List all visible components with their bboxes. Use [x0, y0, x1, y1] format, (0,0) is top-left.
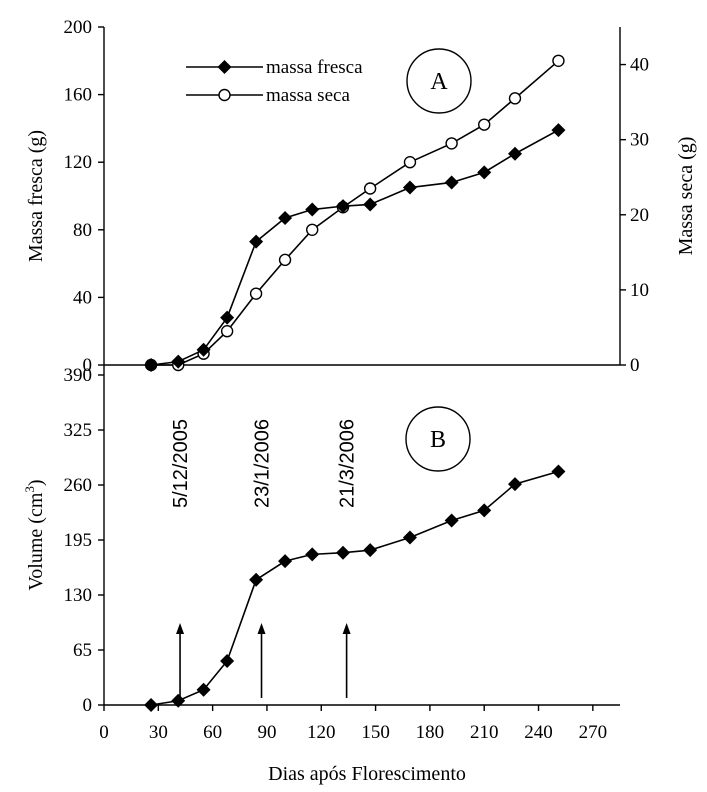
date-arrow-head	[176, 623, 185, 634]
series-massa-fresca-point	[196, 342, 211, 357]
series-volume-point	[305, 547, 320, 562]
legend-label-massa-fresca: massa fresca	[266, 57, 363, 78]
ticks-layer: 0 40 80 120 160 200 0 10 20 30 40 0 65 130 195 260 325 39…	[64, 17, 650, 743]
x-axis-tick-label: 240	[524, 722, 553, 743]
panel-b-y-tick-label: 325	[64, 420, 93, 441]
x-axis-tick-label: 30	[149, 722, 168, 743]
series-volume-point	[196, 682, 211, 697]
series-volume-point	[335, 545, 350, 560]
series-massa-fresca-point	[363, 197, 378, 212]
panel-a-left-tick-label: 0	[83, 355, 93, 376]
x-axis-tick-label: 180	[416, 722, 445, 743]
series-volume-point	[402, 530, 417, 545]
panel-b-y-tick-label: 260	[64, 475, 93, 496]
volume-label-suffix: )	[25, 479, 47, 486]
panel-b-y-tick-label: 0	[83, 695, 93, 716]
legend-marker-massa-seca	[218, 88, 231, 102]
volume-label-prefix: Volume (cm	[25, 492, 47, 590]
series-volume-point	[171, 693, 186, 708]
series-massa-fresca-point	[477, 165, 492, 180]
panel-b-y-tick-label: 130	[64, 585, 93, 606]
x-axis-tick-label: 60	[203, 722, 222, 743]
series-massa-seca-point	[363, 182, 377, 195]
series-massa-fresca-point	[144, 358, 159, 372]
series-massa-seca-point	[445, 137, 458, 150]
panel-label-b-circle	[405, 406, 471, 472]
panel-a-right-tick-label: 0	[630, 355, 640, 376]
series-volume-point	[477, 503, 492, 518]
legend-label-massa-seca: massa seca	[266, 85, 350, 106]
panel-a-right-tick-label: 20	[630, 205, 649, 226]
series-massa-fresca-point	[249, 234, 264, 249]
series-massa-seca-line	[151, 60, 559, 366]
series-massa-fresca-point	[335, 199, 350, 214]
series-massa-seca-point	[220, 325, 234, 338]
panel-b-y-tick-label: 390	[64, 365, 93, 386]
series-massa-seca-point	[278, 253, 292, 267]
panel-b-y-tick-label: 195	[64, 530, 93, 551]
x-axis-title: Dias após Florescimento	[268, 763, 466, 785]
series-volume-point	[551, 464, 566, 479]
series-volume-point	[278, 554, 293, 569]
date-arrow-head	[257, 623, 266, 634]
panel-label-a-circle	[406, 48, 472, 114]
panel-a-left-tick-label: 80	[73, 220, 92, 241]
series-massa-fresca-point	[278, 210, 293, 225]
panel-label-a: A	[406, 48, 472, 114]
series-volume-point	[363, 543, 378, 558]
panel-a-right-axis-title: Massa seca (g)	[675, 137, 697, 256]
series-layer	[144, 54, 566, 712]
date-annotation-label: 23/1/2006	[252, 419, 274, 508]
date-arrow-head	[342, 623, 351, 634]
series-massa-fresca-point	[171, 354, 186, 369]
panel-a-right-tick-label: 10	[630, 280, 649, 301]
series-massa-fresca-point	[402, 180, 417, 195]
panel-a-left-tick-label: 40	[73, 287, 92, 308]
series-massa-seca-point	[403, 155, 417, 169]
date-annotation-label: 5/12/2005	[170, 419, 192, 508]
x-axis-tick-label: 90	[257, 722, 276, 743]
series-massa-seca-point	[508, 92, 522, 105]
x-axis-tick-label: 270	[579, 722, 608, 743]
annotation-layer: 5/12/2005 23/1/2006 21/3/2006	[170, 419, 359, 698]
panel-a-right-tick-label: 30	[630, 130, 649, 151]
panel-a-left-tick-label: 120	[64, 152, 93, 173]
series-massa-fresca-line	[150, 129, 559, 366]
series-volume-point	[220, 654, 235, 668]
series-massa-fresca-point	[507, 146, 522, 161]
panel-b-y-tick-label: 65	[73, 640, 92, 661]
series-massa-fresca-point	[305, 202, 320, 217]
series-massa-fresca-point	[220, 310, 235, 325]
series-volume-line	[150, 470, 559, 706]
series-massa-fresca-point	[551, 123, 566, 138]
x-axis-tick-label: 0	[99, 722, 109, 743]
panel-a-left-tick-label: 160	[64, 85, 93, 106]
series-massa-seca-point	[249, 287, 263, 300]
panel-label-a-text: A	[430, 69, 448, 95]
date-annotation-label: 21/3/2006	[337, 419, 359, 508]
panel-a-left-axis-title: Massa fresca (g)	[25, 130, 47, 262]
x-axis-tick-label: 210	[470, 722, 499, 743]
series-volume-point	[444, 513, 459, 528]
series-volume-point	[507, 477, 522, 492]
volume-label-superscript: 3	[22, 486, 37, 493]
series-massa-seca-point	[306, 223, 319, 237]
x-axis-tick-label: 120	[307, 722, 336, 743]
legend: massa fresca massa seca	[186, 57, 363, 106]
panel-a-right-tick-label: 40	[630, 55, 649, 76]
series-massa-fresca-point	[444, 175, 459, 190]
series-volume-point	[144, 698, 159, 712]
series-massa-seca-point	[478, 118, 491, 131]
legend-marker-massa-fresca	[217, 60, 232, 74]
panel-a-left-tick-label: 200	[64, 17, 93, 38]
panel-b-y-axis-title: Volume (cm3)	[22, 479, 47, 590]
series-massa-seca-point	[552, 54, 565, 67]
x-axis-tick-label: 150	[361, 722, 390, 743]
panel-label-b-text: B	[430, 427, 446, 453]
panel-label-b: B	[405, 406, 471, 472]
series-volume-point	[249, 572, 264, 587]
